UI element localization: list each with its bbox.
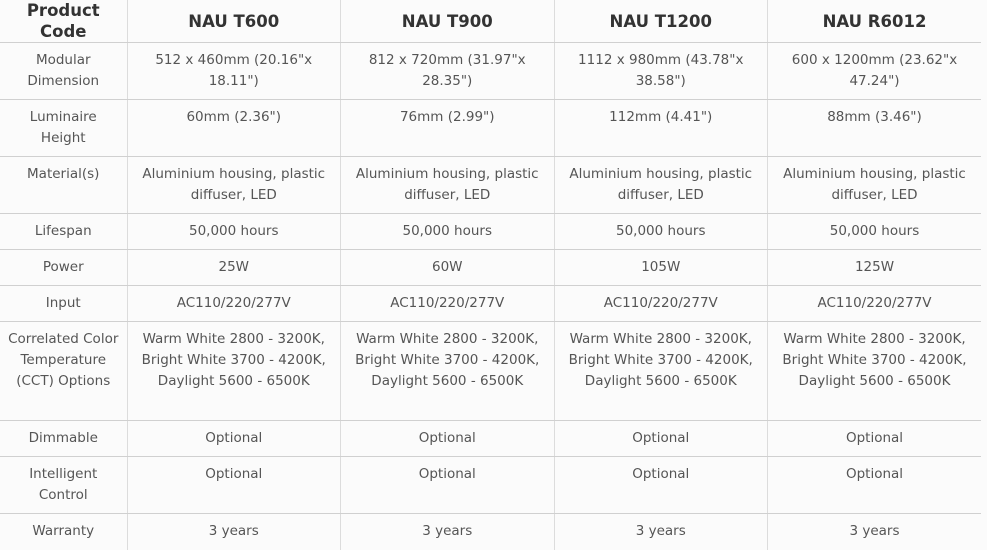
table-row: Warranty 3 years 3 years 3 years 3 years bbox=[0, 513, 981, 550]
table-cell: Warm White 2800 - 3200K, Bright White 37… bbox=[554, 321, 768, 421]
table-cell: 3 years bbox=[554, 513, 768, 550]
table-cell: 125W bbox=[767, 249, 981, 286]
table-cell: 105W bbox=[554, 249, 768, 286]
table-cell: 50,000 hours bbox=[127, 213, 341, 250]
row-label: Warranty bbox=[0, 513, 128, 550]
table-cell: 812 x 720mm (31.97"x 28.35") bbox=[340, 42, 555, 100]
table-cell: AC110/220/277V bbox=[767, 285, 981, 322]
table-cell: AC110/220/277V bbox=[554, 285, 768, 322]
header-product-code: Product Code bbox=[0, 0, 128, 43]
table-cell: Warm White 2800 - 3200K, Bright White 37… bbox=[340, 321, 555, 421]
header-row: Product Code NAU T600 NAU T900 NAU T1200 NAU… bbox=[0, 0, 981, 43]
table-cell: AC110/220/277V bbox=[127, 285, 341, 322]
table-row: Luminaire Height 60mm (2.36") 76mm (2.99")… bbox=[0, 99, 981, 157]
table-cell: Aluminium housing, plastic diffuser, LED bbox=[554, 156, 768, 214]
table-cell: Aluminium housing, plastic diffuser, LED bbox=[340, 156, 555, 214]
table-cell: Warm White 2800 - 3200K, Bright White 37… bbox=[127, 321, 341, 421]
table-cell: Aluminium housing, plastic diffuser, LED bbox=[127, 156, 341, 214]
table-cell: 60mm (2.36") bbox=[127, 99, 341, 157]
table-cell: 88mm (3.46") bbox=[767, 99, 981, 157]
table-cell: 1112 x 980mm (43.78"x 38.58") bbox=[554, 42, 768, 100]
table-cell: 3 years bbox=[340, 513, 555, 550]
table-cell: Optional bbox=[767, 420, 981, 457]
table-cell: 50,000 hours bbox=[767, 213, 981, 250]
row-label: Material(s) bbox=[0, 156, 128, 214]
row-label: Modular Dimension bbox=[0, 42, 128, 100]
row-label: Dimmable bbox=[0, 420, 128, 457]
table-row: Dimmable Optional Optional Optional Optional bbox=[0, 420, 981, 457]
table-cell: Aluminium housing, plastic diffuser, LED bbox=[767, 156, 981, 214]
table-row: Intelligent Control Optional Optional Optio… bbox=[0, 456, 981, 514]
table-cell: 600 x 1200mm (23.62"x 47.24") bbox=[767, 42, 981, 100]
header-product: NAU R6012 bbox=[767, 0, 981, 43]
header-product: NAU T900 bbox=[340, 0, 555, 43]
table-cell: Optional bbox=[554, 420, 768, 457]
table-cell: 112mm (4.41") bbox=[554, 99, 768, 157]
table-cell: 50,000 hours bbox=[340, 213, 555, 250]
table-cell: Warm White 2800 - 3200K, Bright White 37… bbox=[767, 321, 981, 421]
row-label: Input bbox=[0, 285, 128, 322]
table-cell: 50,000 hours bbox=[554, 213, 768, 250]
table-cell: 3 years bbox=[849, 523, 900, 539]
table-row: Power 25W 60W 105W 125W bbox=[0, 249, 981, 286]
table-cell: 60W bbox=[340, 249, 555, 286]
row-label: Correlated Color Temperature (CCT) Optio… bbox=[0, 321, 128, 421]
table-row: Input AC110/220/277V AC110/220/277V AC110/2… bbox=[0, 285, 981, 322]
table-cell: Optional bbox=[767, 456, 981, 514]
row-label: Luminaire Height bbox=[0, 99, 128, 157]
table-cell: Optional bbox=[127, 420, 341, 457]
table-row: Lifespan 50,000 hours 50,000 hours 50,000 h… bbox=[0, 213, 981, 250]
table-row: Material(s) Aluminium housing, plastic di… bbox=[0, 156, 981, 214]
table-row: Modular Dimension 512 x 460mm (20.16"x 18… bbox=[0, 42, 981, 100]
header-product: NAU T600 bbox=[127, 0, 341, 43]
table-cell: AC110/220/277V bbox=[340, 285, 555, 322]
table-cell: 76mm (2.99") bbox=[340, 99, 555, 157]
table-cell: 512 x 460mm (20.16"x 18.11") bbox=[127, 42, 341, 100]
table-cell: 3 years bbox=[127, 513, 341, 550]
table-cell: Optional bbox=[340, 420, 555, 457]
table-row: Correlated Color Temperature (CCT) Optio… bbox=[0, 321, 981, 421]
header-product: NAU T1200 bbox=[554, 0, 768, 43]
row-label: Power bbox=[0, 249, 128, 286]
table-cell: Optional bbox=[554, 456, 768, 514]
table-cell: Optional bbox=[340, 456, 555, 514]
table-cell: Optional bbox=[127, 456, 341, 514]
row-label: Lifespan bbox=[0, 213, 128, 250]
table-cell: 25W bbox=[127, 249, 341, 286]
row-label: Intelligent Control bbox=[0, 456, 128, 514]
